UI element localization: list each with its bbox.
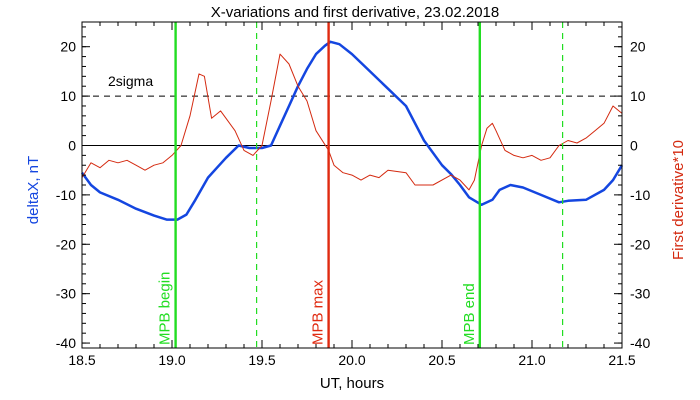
x-tick-label: 20.5	[428, 352, 455, 368]
y-tick-label-right: 0	[630, 137, 638, 153]
y-tick-label-right: -30	[630, 286, 650, 302]
y-tick-label-left: 0	[68, 137, 76, 153]
y-tick-label-right: -20	[630, 236, 650, 252]
y-tick-label-left: -10	[56, 187, 76, 203]
y-tick-label-left: -20	[56, 236, 76, 252]
x-tick-label: 21.5	[608, 352, 635, 368]
marker-label: MPB end	[461, 283, 478, 345]
x-tick-label: 18.5	[68, 352, 95, 368]
plot-area: 2sigma MPB begin MPB max MPB end	[80, 22, 624, 348]
y-axis-label-left: deltaX, nT	[25, 156, 42, 224]
y-tick-label-left: -30	[56, 286, 76, 302]
x-tick-label: 21.0	[518, 352, 545, 368]
marker-label: MPB max	[310, 279, 327, 345]
y-tick-label-left: 20	[60, 39, 76, 55]
deltax-series-line	[80, 40, 624, 221]
x-tick-label: 20.0	[338, 352, 365, 368]
y-tick-label-right: -10	[630, 187, 650, 203]
y-tick-label-left: 10	[60, 88, 76, 104]
axis-ticks: 18.5 19.0 19.5 20.0 20.5 21.0 21.5 20 20 10 10 0 0 -1…	[56, 22, 650, 368]
threshold-label: 2sigma	[108, 73, 153, 89]
y-tick-label-right: 20	[630, 39, 646, 55]
chart-title: X-variations and first derivative, 23.02…	[211, 4, 500, 21]
y-axis-label-right: First derivative*10	[670, 140, 687, 260]
x-tick-label: 19.0	[158, 352, 185, 368]
x-axis-label: UT, hours	[320, 375, 384, 392]
y-tick-label-right: -40	[630, 335, 650, 351]
y-tick-label-right: 10	[630, 88, 646, 104]
x-tick-label: 19.5	[248, 352, 275, 368]
derivative-series-line	[81, 53, 623, 191]
marker-label: MPB begin	[157, 272, 174, 345]
y-tick-label-left: -40	[56, 335, 76, 351]
